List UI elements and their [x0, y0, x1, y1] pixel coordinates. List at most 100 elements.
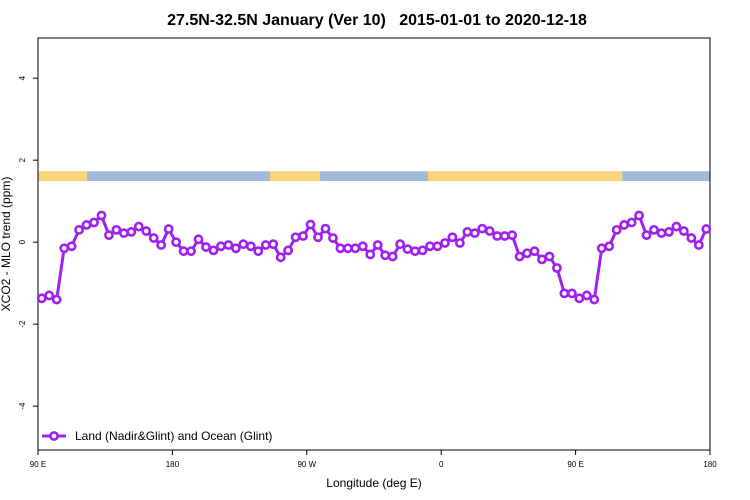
data-point — [320, 223, 331, 234]
data-point — [156, 240, 167, 250]
data-point — [686, 233, 697, 243]
data-point — [664, 227, 674, 237]
data-point — [59, 243, 70, 254]
data-point — [335, 243, 346, 254]
data-point — [290, 232, 301, 243]
data-point — [74, 224, 84, 235]
data-point — [171, 237, 182, 248]
data-point — [216, 241, 226, 252]
data-point — [201, 242, 211, 252]
data-point — [133, 221, 144, 232]
y-tick-label: 0 — [18, 239, 27, 244]
data-point — [328, 233, 338, 243]
data-point — [89, 217, 99, 228]
data-point — [260, 240, 271, 250]
data-point — [178, 246, 189, 257]
data-point — [469, 228, 480, 239]
data-point — [641, 230, 652, 241]
data-point — [656, 228, 667, 239]
data-point — [305, 219, 316, 230]
y-tick-label: -4 — [18, 402, 27, 410]
data-point — [678, 226, 689, 236]
data-point — [671, 221, 682, 232]
data-point — [693, 240, 704, 250]
data-point — [619, 220, 630, 230]
surface-segment — [38, 171, 87, 182]
x-tick-label: 90 E — [30, 460, 46, 469]
data-point — [425, 241, 435, 252]
data-point — [81, 220, 92, 230]
surface-segment — [270, 171, 321, 182]
data-point — [574, 293, 585, 304]
data-point — [566, 288, 577, 299]
chart-title: 27.5N-32.5N January (Ver 10) 2015-01-01 … — [167, 12, 587, 29]
data-point — [589, 294, 600, 305]
data-point — [245, 241, 256, 252]
y-axis-title: XCO2 - MLO trend (ppm) — [0, 177, 13, 312]
data-point — [36, 293, 47, 304]
data-point — [357, 241, 368, 252]
data-point — [126, 227, 137, 237]
data-point — [395, 239, 406, 250]
y-tick-label: 4 — [18, 75, 27, 80]
data-point — [604, 241, 615, 252]
data-point — [342, 243, 353, 254]
data-point — [208, 245, 219, 256]
y-tick-label: 2 — [18, 157, 27, 162]
plot-frame — [37, 37, 711, 451]
data-point — [104, 230, 114, 241]
data-point — [499, 231, 510, 241]
data-point — [552, 263, 562, 273]
surface-segment — [86, 171, 271, 182]
data-point — [186, 246, 196, 257]
data-point — [223, 240, 234, 250]
data-point — [537, 254, 547, 265]
data-point — [410, 246, 420, 257]
data-point — [529, 246, 540, 257]
data-point — [701, 224, 712, 234]
data-point — [634, 210, 644, 221]
data-point — [66, 241, 77, 252]
data-point — [268, 239, 279, 250]
x-tick-label: 0 — [439, 460, 444, 469]
data-point — [387, 251, 398, 262]
data-point — [380, 250, 391, 261]
data-point — [462, 227, 473, 237]
x-tick-label: 90 E — [567, 460, 583, 469]
data-point — [447, 232, 458, 243]
x-tick-label: 90 W — [297, 460, 316, 469]
data-point — [238, 239, 249, 250]
data-point — [44, 290, 55, 301]
data-point — [454, 238, 465, 248]
data-point — [141, 226, 152, 236]
data-point — [492, 231, 503, 241]
data-point — [559, 288, 570, 299]
x-tick-label: 180 — [703, 460, 717, 469]
data-point — [275, 252, 286, 263]
data-point — [581, 290, 592, 301]
data-point — [626, 217, 637, 228]
data-point — [432, 241, 443, 252]
data-point — [440, 238, 450, 248]
x-tick-label: 180 — [166, 460, 180, 469]
data-point — [298, 231, 308, 241]
data-point — [365, 249, 376, 260]
data-point — [313, 232, 323, 243]
surface-segment — [622, 171, 710, 182]
data-point — [283, 245, 294, 256]
data-point — [611, 224, 622, 235]
data-point — [522, 248, 532, 259]
data-point — [350, 243, 361, 254]
data-point — [484, 226, 495, 236]
data-point — [649, 224, 659, 235]
data-point — [193, 234, 204, 245]
x-axis-title: Longitude (deg E) — [326, 476, 421, 490]
data-point — [596, 243, 607, 254]
y-tick-label: -2 — [18, 320, 27, 328]
data-point — [544, 251, 555, 262]
data-point — [111, 224, 122, 235]
data-point — [477, 223, 488, 234]
data-point — [402, 244, 413, 255]
data-point — [514, 251, 525, 262]
legend-marker — [49, 431, 59, 441]
